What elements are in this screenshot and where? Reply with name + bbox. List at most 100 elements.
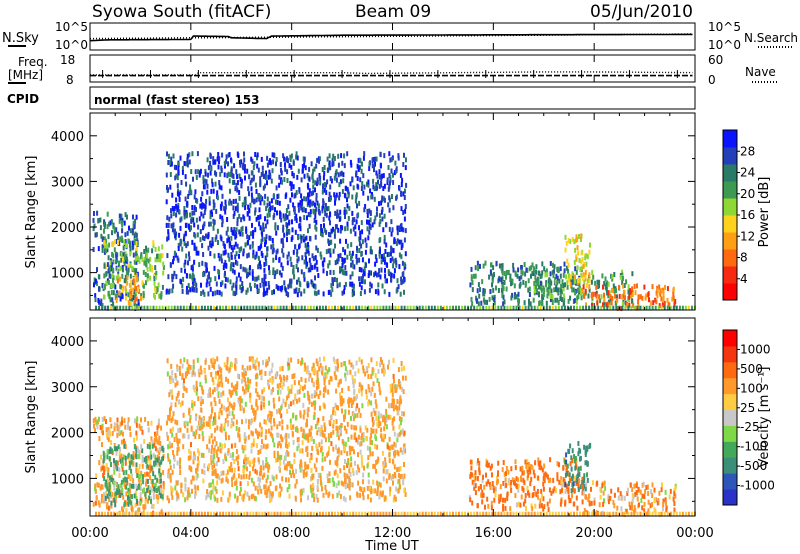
velocity-point xyxy=(239,486,242,492)
velocity-point xyxy=(367,363,370,368)
velocity-point xyxy=(182,393,185,398)
power-point xyxy=(535,284,538,290)
velocity-point xyxy=(303,434,306,440)
velocity-point xyxy=(247,424,250,430)
power-ground-point xyxy=(167,305,170,310)
velocity-point xyxy=(319,390,322,396)
velocity-point xyxy=(311,445,314,451)
velocity-point xyxy=(251,459,254,465)
velocity-point xyxy=(335,444,338,450)
power-point xyxy=(596,300,599,306)
power-point xyxy=(209,160,212,166)
power-point xyxy=(236,174,239,179)
power-point xyxy=(382,186,385,191)
velocity-point xyxy=(218,411,221,417)
power-point xyxy=(357,165,360,171)
power-point xyxy=(286,254,289,260)
power-point xyxy=(393,273,396,279)
velocity-point xyxy=(288,461,291,467)
power-ground-point xyxy=(113,305,116,310)
velocity-point xyxy=(184,486,187,492)
power-point xyxy=(661,302,664,308)
power-ground-point xyxy=(385,305,388,310)
power-point xyxy=(655,299,658,305)
velocity-point xyxy=(348,482,351,488)
velocity-point xyxy=(122,470,125,476)
power-point xyxy=(503,280,506,285)
power-point xyxy=(307,196,310,202)
velocity-point xyxy=(315,467,318,473)
power-point xyxy=(475,297,478,303)
velocity-point xyxy=(396,467,399,473)
velocity-point xyxy=(271,433,274,439)
velocity-point xyxy=(311,393,314,399)
power-point xyxy=(166,151,168,157)
power-point xyxy=(666,297,669,303)
velocity-point xyxy=(296,428,299,433)
velocity-point xyxy=(174,419,177,425)
velocity-point xyxy=(330,431,333,437)
velocity-point xyxy=(135,467,138,473)
velocity-point xyxy=(250,477,253,483)
velocity-point xyxy=(166,436,169,441)
power-point xyxy=(567,268,569,274)
velocity-point xyxy=(344,366,347,372)
velocity-point xyxy=(295,479,298,485)
power-point xyxy=(357,157,360,163)
velocity-point xyxy=(106,493,109,499)
velocity-point xyxy=(114,491,117,497)
power-point xyxy=(338,282,341,288)
power-point xyxy=(538,271,541,276)
power-point xyxy=(113,247,116,253)
power-point xyxy=(125,256,128,262)
power-point xyxy=(603,297,606,303)
velocity-point xyxy=(209,482,212,488)
velocity-point xyxy=(174,373,177,378)
velocity-scatter-points xyxy=(92,356,696,518)
velocity-point xyxy=(231,452,234,458)
velocity-point xyxy=(233,472,236,478)
velocity-point xyxy=(122,454,125,460)
power-point xyxy=(259,225,262,231)
power-point xyxy=(268,212,271,218)
velocity-point xyxy=(339,468,342,474)
power-point xyxy=(128,225,130,231)
power-point xyxy=(317,203,320,209)
power-point xyxy=(268,235,271,241)
velocity-point xyxy=(365,366,368,372)
power-point xyxy=(104,244,107,249)
power-point xyxy=(152,240,155,246)
velocity-point xyxy=(218,399,221,404)
power-point xyxy=(121,267,124,273)
velocity-point xyxy=(123,443,126,449)
power-point xyxy=(177,188,179,194)
power-point xyxy=(362,155,365,161)
velocity-point xyxy=(367,494,370,500)
power-point xyxy=(347,215,350,221)
power-point xyxy=(377,179,379,185)
power-point xyxy=(625,279,628,285)
velocity-point xyxy=(248,471,251,477)
velocity-point xyxy=(192,364,195,370)
power-point xyxy=(180,180,183,185)
velocity-point xyxy=(298,397,301,403)
velocity-point xyxy=(549,477,552,483)
power-ground-point xyxy=(291,305,294,310)
velocity-point xyxy=(309,431,312,437)
velocity-point xyxy=(318,357,321,362)
power-point xyxy=(571,271,574,277)
power-point xyxy=(380,267,383,273)
velocity-point xyxy=(323,403,326,409)
power-point xyxy=(228,178,231,184)
power-point xyxy=(358,257,361,263)
velocity-point xyxy=(317,380,320,386)
nave-label: Nave xyxy=(745,65,776,79)
power-point xyxy=(367,195,370,201)
power-point xyxy=(495,285,497,291)
velocity-point xyxy=(234,493,237,499)
velocity-point xyxy=(125,508,128,514)
velocity-point xyxy=(400,398,403,404)
power-point xyxy=(575,234,578,240)
power-ground-point xyxy=(427,305,430,310)
noise-sky-line xyxy=(89,33,693,42)
